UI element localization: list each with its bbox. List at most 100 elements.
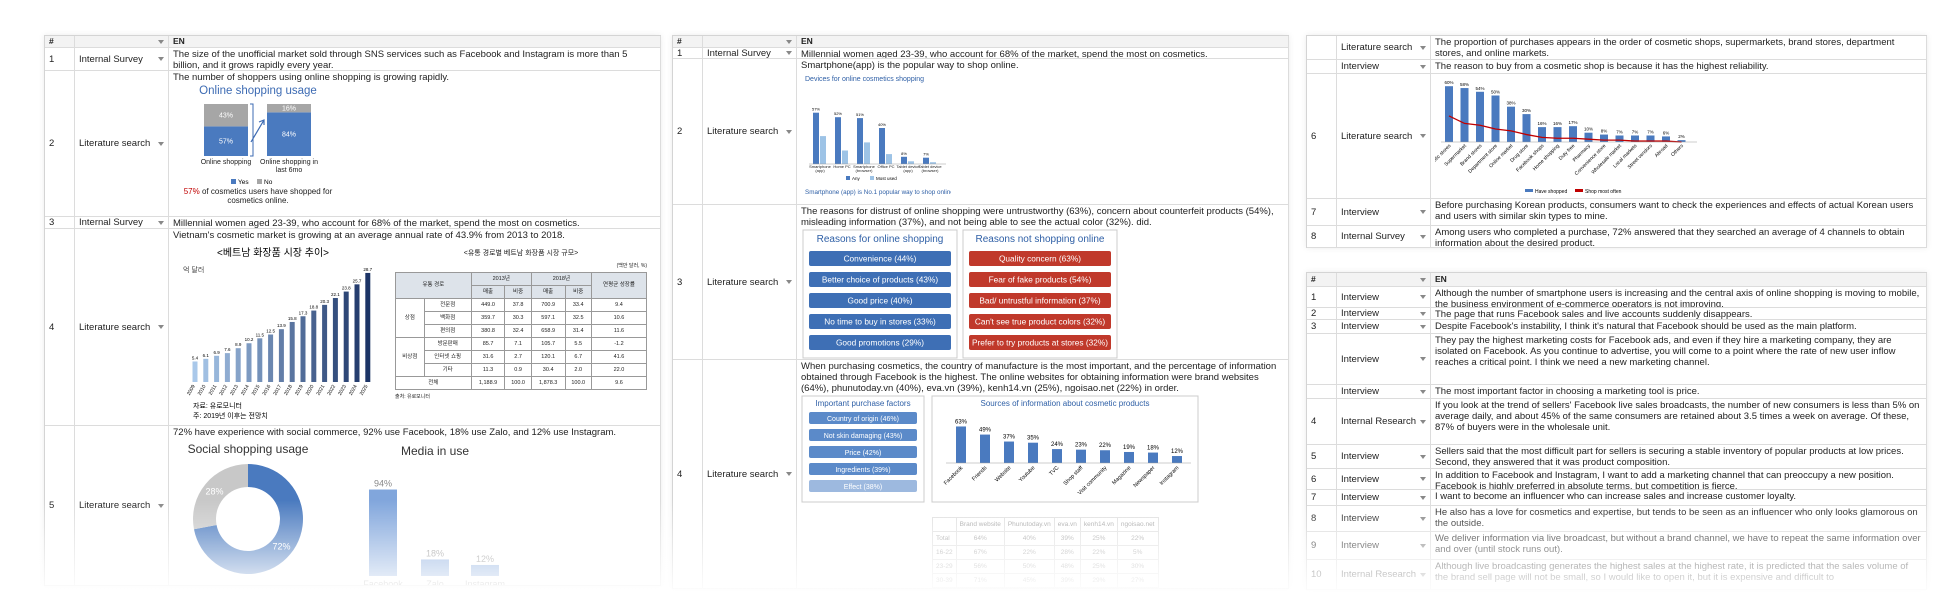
- row: 3 Interview Despite Facebook's instability…: [1307, 320, 1927, 334]
- bar: [835, 117, 841, 164]
- dropdown-arrow: [1420, 389, 1426, 394]
- bar: [1148, 452, 1158, 463]
- row-number: 1: [45, 48, 75, 70]
- en-cell: The proportion of purchases appears in t…: [1431, 36, 1927, 59]
- bar: [1553, 127, 1562, 142]
- en-text: The reasons for distrust of online shopp…: [801, 206, 1274, 228]
- category-label: Home PC: [833, 164, 851, 169]
- bar-segment: [267, 112, 311, 156]
- list-item: Bad/ untrustful information (37%): [979, 296, 1101, 306]
- row-number-text: 2: [677, 126, 683, 137]
- list-button: [809, 480, 917, 492]
- header-cell: 매출: [470, 285, 506, 299]
- source-cell: Internal Survey: [75, 48, 169, 70]
- caption: Smartphone (app) is No.1 popular way to …: [805, 189, 951, 196]
- bar: [1460, 88, 1469, 142]
- table-cell: 30.4: [530, 363, 566, 377]
- table-cell: 359.7: [470, 311, 506, 325]
- bar: [1100, 450, 1110, 463]
- row-number: 4: [45, 229, 75, 425]
- source-cell: Interview: [1337, 469, 1431, 489]
- x-tick-label: 2019: [294, 384, 305, 397]
- row: 6 Interview In addition to Facebook and In…: [1307, 469, 1927, 490]
- source-text: Literature search: [79, 321, 151, 333]
- list-button: [969, 293, 1111, 308]
- bar: [214, 355, 220, 382]
- table-cell: 597.1: [530, 311, 566, 325]
- source-cell: Interview: [1337, 308, 1431, 319]
- table-cell: 37.8: [504, 298, 532, 312]
- table-cell: 33.4: [564, 298, 592, 312]
- bar: [1662, 136, 1670, 142]
- bar: [1052, 449, 1062, 463]
- row: 6 Literature search 60% Cosmetic stores 58% S…: [1307, 74, 1927, 199]
- bar: [365, 272, 371, 382]
- caption-highlight: 57%: [183, 187, 200, 196]
- bar: [879, 128, 885, 164]
- table-row: 상점 전문점 449.0 37.8 700.9 33.4 9.4: [395, 298, 648, 338]
- bar: [1028, 442, 1038, 463]
- data-table-block: <유통 경로별 베트남 화장품 시장 규모> (백만 달러, %) 유통 경로 201…: [395, 248, 648, 403]
- en-cell: I want to become an influencer who can i…: [1431, 490, 1927, 505]
- bar: [820, 136, 826, 164]
- bar: [886, 154, 892, 164]
- bar-label: 60%: [1444, 80, 1453, 85]
- total-row: 전체 1,188.9 100.0 1,878.3 100.0 9.6: [395, 376, 648, 390]
- brace-decoration: [250, 103, 254, 157]
- arrow-shape: [1420, 277, 1426, 282]
- bar-label: 7.6: [224, 347, 231, 352]
- en-text: In addition to Facebook and Instagram, I…: [1435, 470, 1894, 489]
- bar-segment: [204, 104, 248, 127]
- table-cell: 31.6: [470, 350, 506, 364]
- caption-text: of cosmetics users have shopped for cosm…: [201, 187, 333, 205]
- bar-segment: [267, 104, 311, 113]
- source-text: Interview: [1341, 492, 1380, 503]
- arrow-shape: [1420, 454, 1426, 459]
- bar-label: 8.9: [235, 342, 242, 347]
- row-number-text: 5: [1311, 451, 1317, 462]
- header-row: 유통 경로 2013년 2018년 연평균 성장률: [395, 272, 648, 299]
- row-number-text: 1: [677, 48, 683, 58]
- en-cell: If you look at the trend of sellers' Fac…: [1431, 399, 1927, 444]
- row-number-text: 3: [49, 217, 55, 228]
- table-cell: 9.6: [590, 376, 648, 390]
- list-item: Good promotions (29%): [836, 338, 924, 348]
- header-cell: 비중: [564, 285, 592, 299]
- source-cell: Interview: [1337, 199, 1431, 225]
- list-item: No time to buy in stores (33%): [824, 317, 936, 327]
- table-cell: 전문점: [423, 298, 472, 312]
- bar: [289, 321, 295, 382]
- row-number-text: 2: [1311, 308, 1317, 319]
- source-cell: Literature search: [703, 360, 797, 588]
- row: 2 Literature search Smartphone(app) is the…: [673, 59, 1289, 205]
- category-label: Office PC: [877, 164, 895, 169]
- bar-label: 50%: [1491, 90, 1500, 95]
- row-number: 6: [1307, 469, 1337, 489]
- row: 8 Internal Survey Among users who complete…: [1307, 226, 1927, 248]
- row-number: 6: [1307, 74, 1337, 198]
- dropdown-arrow: [786, 39, 792, 44]
- bar: [354, 284, 360, 382]
- sheet: # EN 1 Internal Survey The size of the unoff…: [44, 35, 661, 586]
- source-text: Interview: [1341, 353, 1380, 365]
- arrow-shape: [1420, 295, 1426, 299]
- bar: [1600, 134, 1608, 142]
- bar-label: 12%: [1171, 449, 1184, 455]
- category-label: Online shopping in last 6mo: [260, 159, 318, 174]
- dropdown-arrow: [158, 39, 164, 44]
- table-cell: 120.1: [530, 350, 566, 364]
- bar-label: 12.5: [266, 329, 275, 334]
- list-button: [809, 335, 951, 350]
- source-text: Interview: [1341, 386, 1380, 397]
- figure-chart: Reasons for online shopping Convenience (…: [802, 229, 1118, 359]
- bar: [343, 291, 349, 382]
- header-source: [75, 36, 169, 47]
- bar-label: 25.7: [353, 278, 362, 283]
- row-number: 8: [1307, 226, 1337, 247]
- bar: [224, 353, 230, 382]
- arrow-shape: [1420, 134, 1426, 138]
- table-cell: 1,878.3: [530, 376, 566, 390]
- bar-label: 19%: [1123, 445, 1136, 451]
- x-tick-label: 2009: [186, 384, 197, 397]
- legend-swatch: [1525, 189, 1533, 192]
